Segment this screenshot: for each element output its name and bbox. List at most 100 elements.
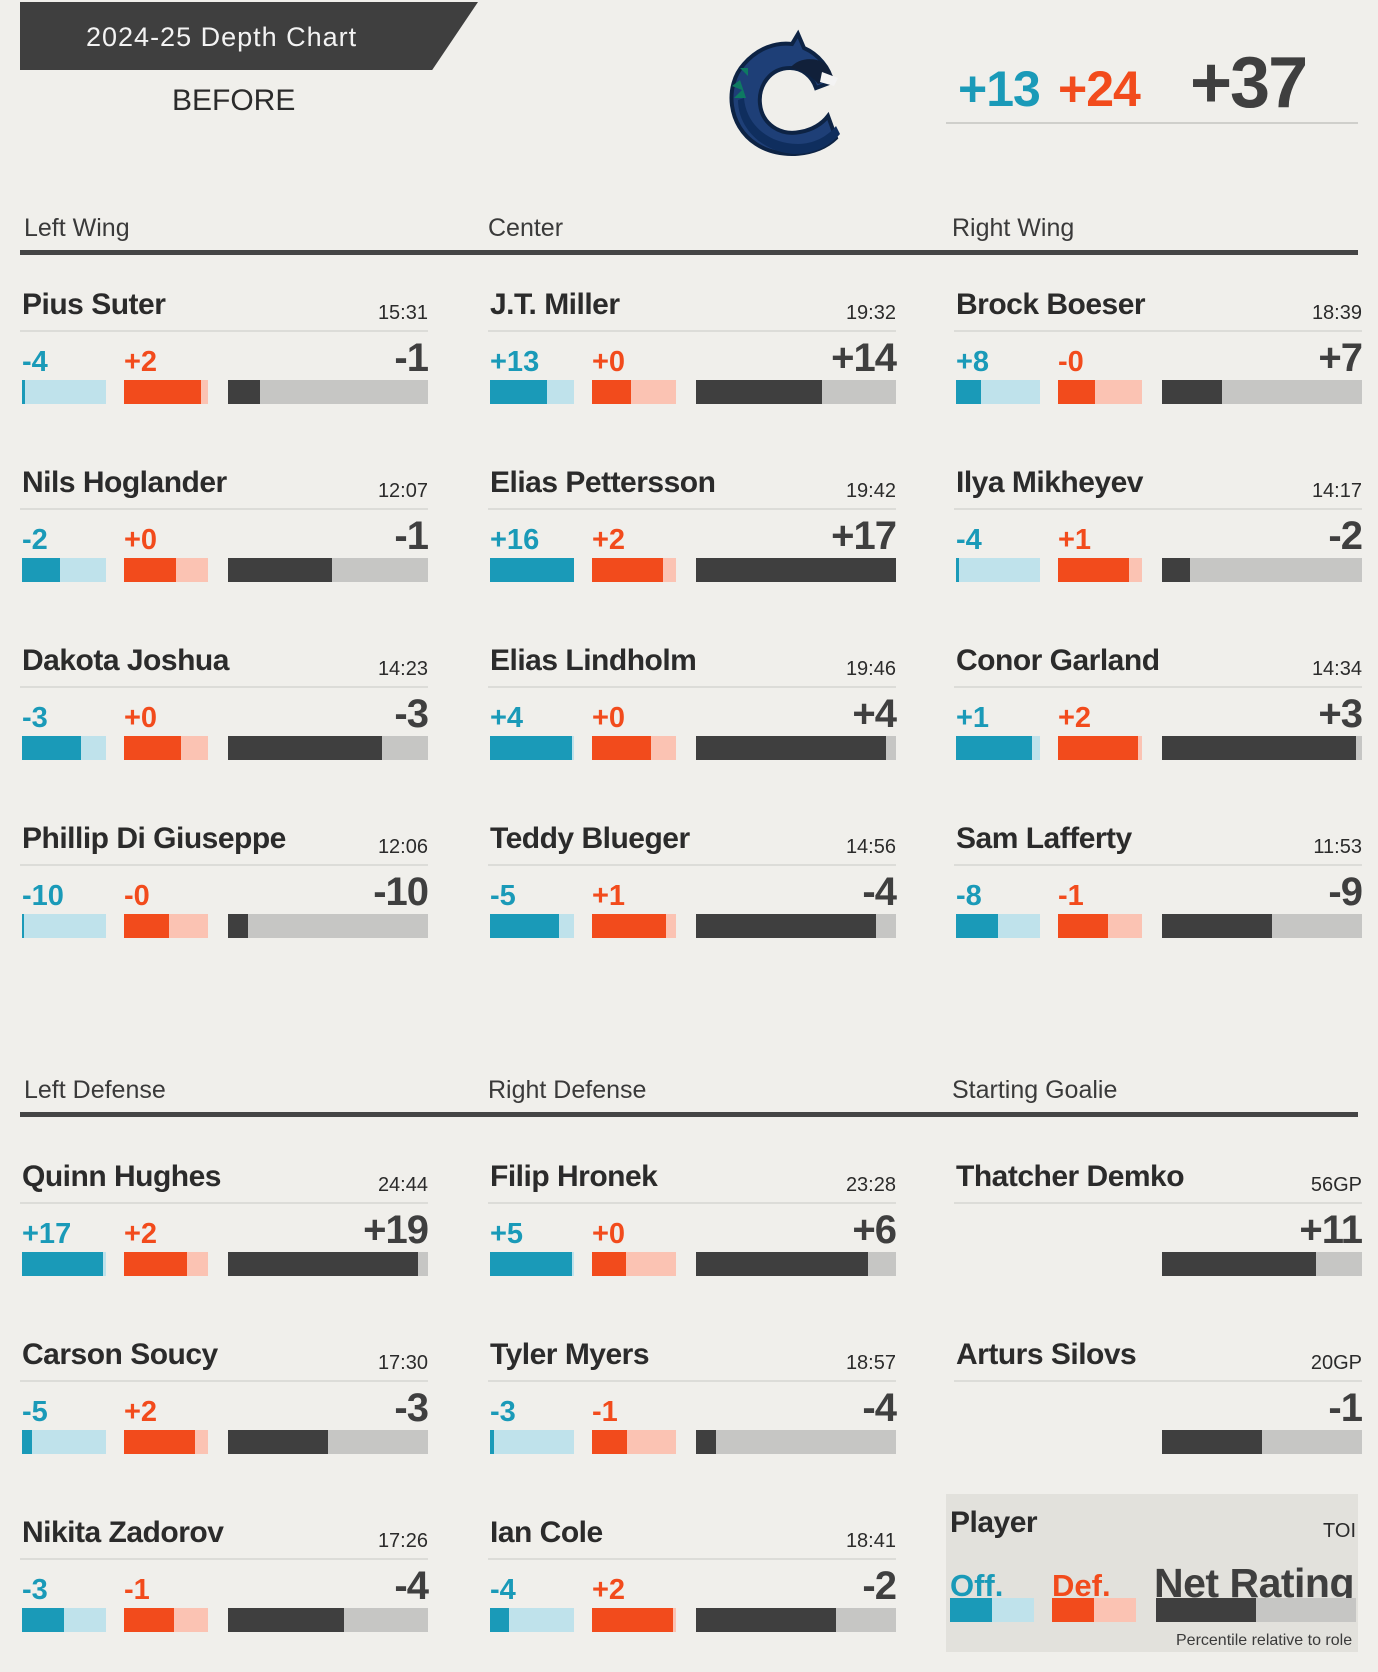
net-rating-bar: [228, 1430, 428, 1454]
player-name: Elias Lindholm: [490, 644, 697, 677]
offense-bar: [22, 558, 106, 582]
player-name: Pius Suter: [22, 288, 166, 321]
net-rating-bar: [1162, 558, 1362, 582]
net-rating-value: -4: [862, 870, 897, 914]
net-rating-value: +17: [831, 514, 897, 558]
forwards-header: Left Wing Center Right Wing: [20, 202, 1358, 255]
legend-net-bar: [1156, 1598, 1356, 1622]
player-card: Quinn Hughes 24:44 +17 +2 +19: [20, 1160, 429, 1300]
offense-bar: [956, 380, 1040, 404]
defense-bar: [1058, 558, 1142, 582]
offense-value: -4: [22, 346, 48, 378]
offense-bar: [490, 1430, 574, 1454]
net-rating-value: -2: [1328, 514, 1363, 558]
net-rating-value: -4: [862, 1386, 897, 1430]
player-name: Carson Soucy: [22, 1338, 218, 1371]
defense-value: +0: [592, 1218, 626, 1250]
defense-bar-fill: [592, 1608, 674, 1632]
offense-value: +17: [22, 1218, 72, 1250]
player-toi: 19:46: [845, 658, 896, 680]
divider: [488, 1202, 896, 1204]
offense-value: +1: [956, 702, 990, 734]
offense-bar: [22, 914, 106, 938]
legend-offense-bar: [950, 1598, 1034, 1622]
net-rating-bar: [696, 1608, 896, 1632]
player-card: Ian Cole 18:41 -4 +2 -2: [488, 1516, 897, 1656]
defense-value: +1: [1058, 524, 1092, 556]
net-rating-bar: [696, 558, 896, 582]
right-defense-label: Right Defense: [488, 1076, 647, 1104]
player-toi: 11:53: [1313, 836, 1362, 858]
divider: [20, 1202, 428, 1204]
player-toi: 14:34: [1311, 658, 1362, 680]
divider: [20, 1558, 428, 1560]
offense-bar: [22, 380, 106, 404]
defense-header: Left Defense Right Defense Starting Goal…: [20, 1064, 1358, 1117]
player-name: Sam Lafferty: [956, 822, 1132, 855]
defense-bar-fill: [592, 914, 666, 938]
net-rating-value: +4: [852, 692, 897, 736]
offense-value: +13: [490, 346, 540, 378]
net-rating-bar-fill: [696, 558, 896, 582]
player-name: Tyler Myers: [490, 1338, 650, 1371]
offense-value: +5: [490, 1218, 524, 1250]
net-rating-bar-fill: [696, 1608, 836, 1632]
defense-bar-fill: [124, 1252, 187, 1276]
net-rating-value: -1: [394, 514, 429, 558]
offense-value: +4: [490, 702, 524, 734]
offense-value: -5: [490, 880, 516, 912]
defense-bar-fill: [124, 1608, 175, 1632]
title-banner: 2024-25 Depth Chart: [20, 2, 478, 70]
offense-bar: [22, 736, 106, 760]
net-rating-value: -3: [394, 1386, 429, 1430]
player-name: Nikita Zadorov: [22, 1516, 224, 1549]
player-name: Nils Hoglander: [22, 466, 227, 499]
player-name: Quinn Hughes: [22, 1160, 222, 1193]
defense-bar: [592, 558, 676, 582]
defense-bar: [124, 914, 208, 938]
offense-bar: [490, 914, 574, 938]
player-toi: 19:42: [845, 480, 896, 502]
player-toi: 14:17: [1311, 480, 1362, 502]
defense-value: +0: [124, 702, 158, 734]
net-rating-bar-fill: [228, 558, 332, 582]
net-rating-bar: [228, 1252, 428, 1276]
chart-title: 2024-25 Depth Chart: [86, 22, 358, 52]
defense-bar: [592, 380, 676, 404]
offense-bar-fill: [956, 380, 982, 404]
player-card: Arturs Silovs 20GP -1: [954, 1338, 1363, 1478]
offense-bar-fill: [22, 1252, 104, 1276]
legend-defense-fill: [1052, 1598, 1094, 1622]
offense-bar: [490, 1252, 574, 1276]
defense-bar-fill: [592, 1252, 626, 1276]
offense-bar-fill: [22, 914, 24, 938]
net-rating-bar-fill: [228, 914, 248, 938]
player-name: Dakota Joshua: [22, 644, 229, 677]
player-toi: 12:07: [377, 480, 428, 502]
defense-bar: [124, 558, 208, 582]
player-name: Brock Boeser: [956, 288, 1146, 321]
defense-value: +0: [592, 346, 626, 378]
offense-bar-fill: [490, 380, 548, 404]
player-card: Elias Pettersson 19:42 +16 +2 +17: [488, 466, 897, 606]
offense-value: -4: [956, 524, 982, 556]
legend: Player TOI Off. Def. Net Rating Percenti…: [946, 1494, 1358, 1652]
defense-bar-fill: [124, 736, 182, 760]
defense-bar-fill: [1058, 380, 1095, 404]
legend-offense-fill: [950, 1598, 992, 1622]
player-toi: 19:32: [845, 302, 896, 324]
defense-value: -1: [124, 1574, 150, 1606]
defense-value: +2: [124, 346, 158, 378]
divider: [954, 508, 1362, 510]
divider: [954, 1202, 1362, 1204]
offense-bar: [22, 1252, 106, 1276]
net-rating-bar-fill: [228, 1430, 328, 1454]
net-rating-bar-fill: [696, 380, 822, 404]
net-rating-bar: [228, 736, 428, 760]
offense-value: -3: [22, 702, 48, 734]
offense-bar-fill: [956, 914, 998, 938]
net-rating-value: -2: [862, 1564, 897, 1608]
player-toi: 17:30: [377, 1352, 428, 1374]
defense-bar: [124, 736, 208, 760]
player-toi: 18:39: [1311, 302, 1362, 324]
